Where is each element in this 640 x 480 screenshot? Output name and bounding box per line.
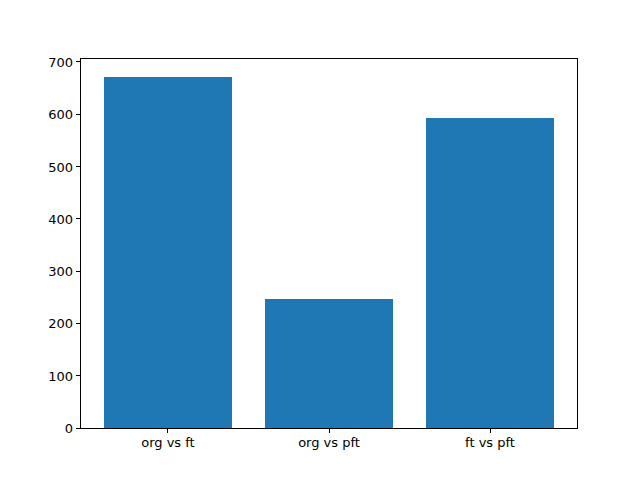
y-tick-mark bbox=[76, 166, 80, 167]
y-tick-label: 0 bbox=[65, 422, 73, 435]
plot-area: 0100200300400500600700org vs ftorg vs pf… bbox=[80, 58, 578, 429]
x-tick-label: org vs pft bbox=[298, 436, 360, 449]
x-tick-mark bbox=[329, 429, 330, 433]
figure: 0 100 200 300 400 500 600 700 org vs ft org vs pf… bbox=[0, 0, 640, 480]
x-tick-mark bbox=[490, 429, 491, 433]
y-tick-mark bbox=[76, 218, 80, 219]
bar bbox=[265, 299, 394, 428]
y-tick-label: 300 bbox=[48, 265, 73, 278]
bar bbox=[426, 118, 555, 428]
y-tick-label: 700 bbox=[48, 55, 73, 68]
y-tick-label: 500 bbox=[48, 160, 73, 173]
x-tick-label: org vs ft bbox=[141, 436, 195, 449]
x-tick-mark bbox=[167, 429, 168, 433]
y-tick-label: 600 bbox=[48, 108, 73, 121]
y-tick-mark bbox=[76, 375, 80, 376]
bar bbox=[104, 77, 233, 428]
y-tick-mark bbox=[76, 61, 80, 62]
x-tick-label: ft vs pft bbox=[465, 436, 515, 449]
y-tick-label: 400 bbox=[48, 212, 73, 225]
y-tick-mark bbox=[76, 114, 80, 115]
y-tick-label: 200 bbox=[48, 317, 73, 330]
y-tick-mark bbox=[76, 323, 80, 324]
y-tick-mark bbox=[76, 428, 80, 429]
y-tick-label: 100 bbox=[48, 369, 73, 382]
y-tick-mark bbox=[76, 271, 80, 272]
